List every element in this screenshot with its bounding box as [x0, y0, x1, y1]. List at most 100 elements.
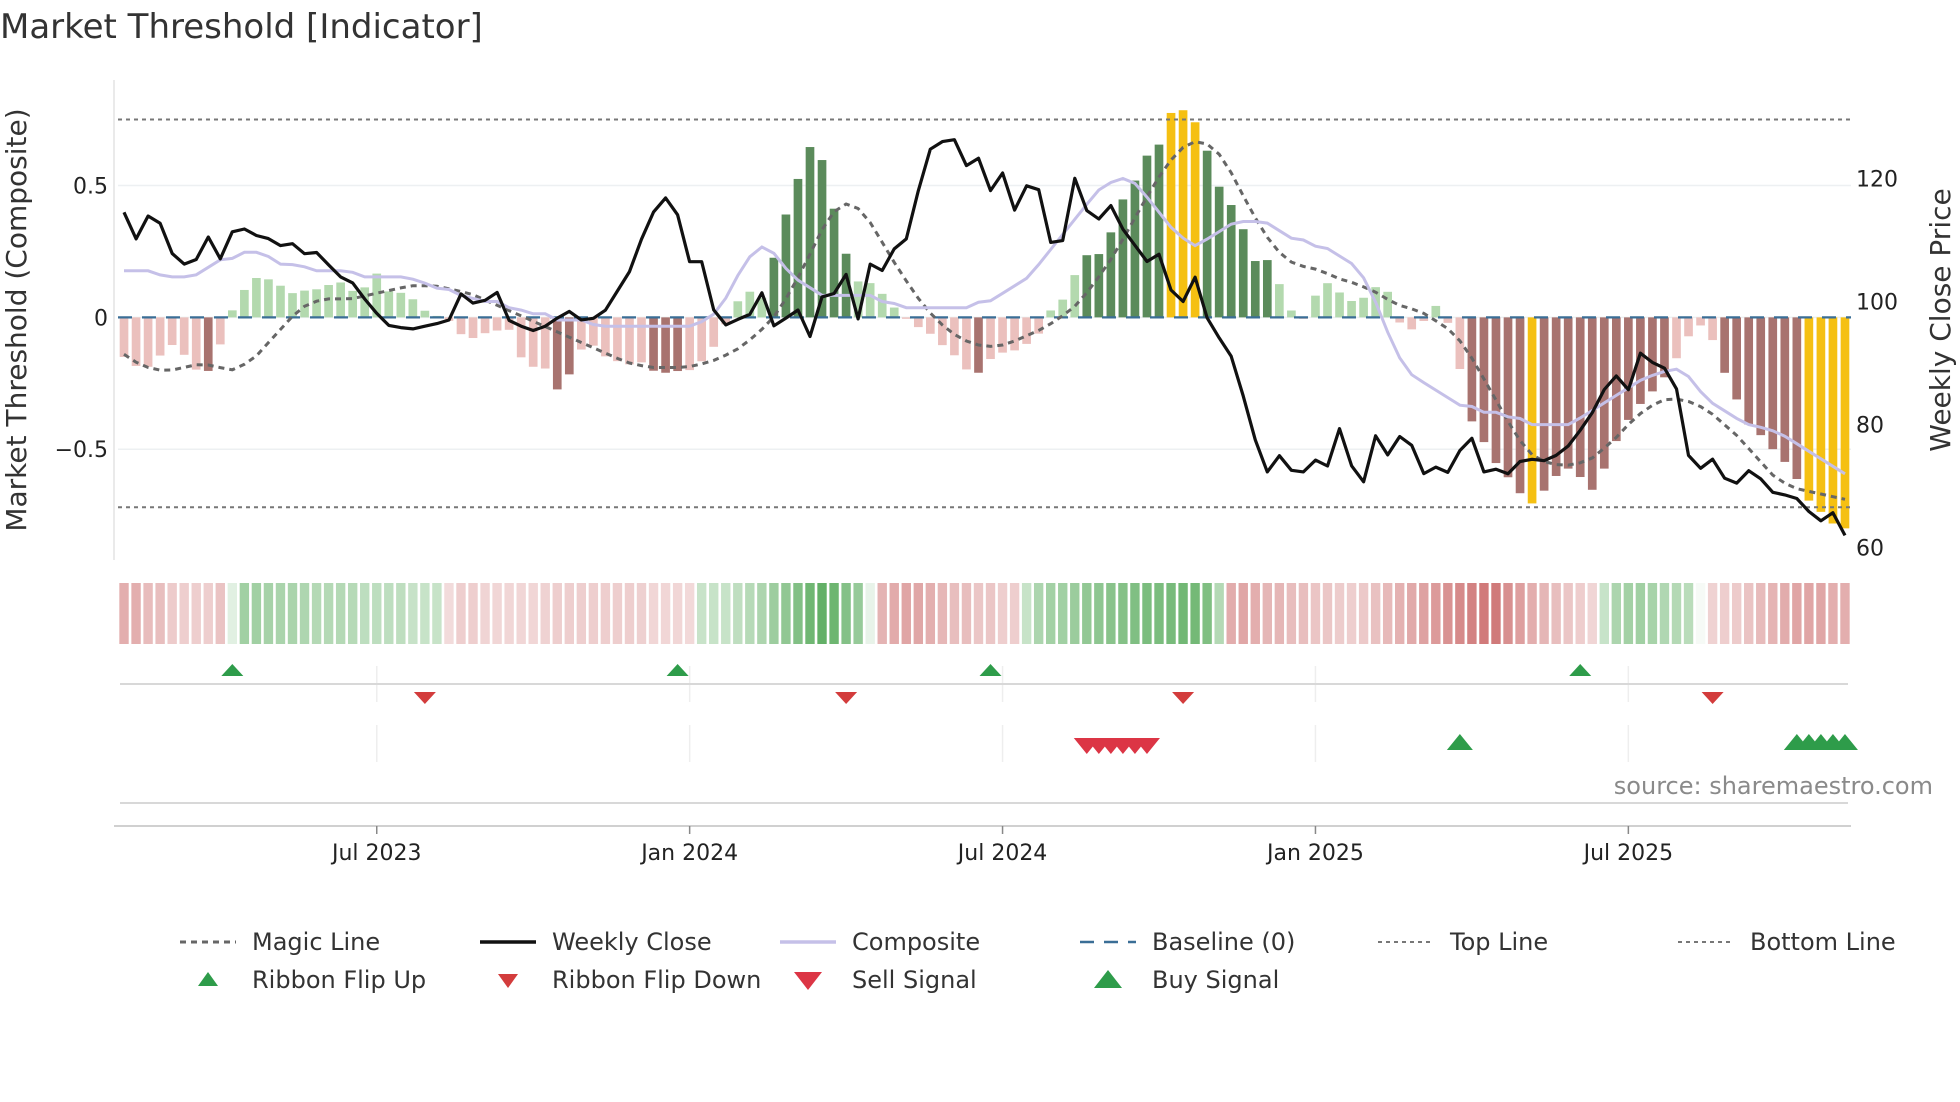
- ribbon-cell: [1154, 583, 1164, 644]
- right-tick-label: 80: [1856, 414, 1884, 439]
- ribbon-cell: [468, 583, 478, 644]
- composite-bar: [1732, 317, 1742, 400]
- ribbon-cell: [1575, 583, 1585, 644]
- legend-item: Ribbon Flip Down: [498, 966, 761, 994]
- composite-bar: [1166, 112, 1176, 318]
- composite-bar: [1708, 317, 1717, 341]
- composite-bar: [1696, 317, 1705, 326]
- right-tick-label: 120: [1856, 167, 1898, 192]
- legend-swatch: [198, 972, 218, 986]
- ribbon-cell: [1058, 583, 1068, 644]
- composite-bar: [1768, 317, 1778, 450]
- composite-bar: [962, 317, 971, 370]
- ribbon-cell: [1334, 583, 1345, 644]
- legend-label: Top Line: [1449, 928, 1548, 956]
- ribbon-cell: [973, 583, 984, 644]
- ribbon-cell: [1539, 583, 1549, 644]
- composite-bar: [577, 317, 586, 350]
- ribbon-cell: [396, 583, 406, 644]
- composite-bar: [179, 317, 189, 355]
- ribbon-cell: [1756, 583, 1766, 644]
- ribbon-cell: [552, 583, 562, 644]
- composite-bar: [1816, 317, 1826, 512]
- composite-bar: [1660, 317, 1669, 378]
- ribbon-cell: [1045, 583, 1056, 644]
- ribbon-cell: [1804, 583, 1814, 644]
- ribbon-cell: [239, 583, 250, 644]
- composite-bar: [1287, 310, 1296, 318]
- ribbon-cell: [1455, 583, 1465, 644]
- composite-bar: [131, 317, 141, 366]
- composite-bar: [721, 317, 731, 325]
- composite-bar: [492, 317, 502, 331]
- composite-bar: [601, 317, 610, 357]
- ribbon-cell: [1250, 583, 1260, 644]
- composite-bar: [1407, 317, 1417, 330]
- line-layer: [118, 118, 1851, 537]
- composite-bar: [540, 317, 550, 369]
- ribbon-cell: [1033, 583, 1044, 644]
- ribbon-cell: [420, 583, 430, 644]
- composite-bar: [348, 290, 358, 318]
- composite-line: [124, 176, 1846, 476]
- ribbon-cell: [901, 583, 911, 644]
- composite-bar: [1238, 229, 1248, 318]
- legend-item: Sell Signal: [794, 966, 977, 994]
- ribbon-cell: [408, 583, 418, 644]
- composite-bar: [901, 317, 911, 319]
- legend-label: Baseline (0): [1152, 928, 1295, 956]
- composite-bar: [805, 147, 815, 318]
- weekly-close-line: [122, 138, 1847, 537]
- legend-label: Ribbon Flip Up: [252, 966, 426, 994]
- composite-bar: [288, 293, 297, 318]
- ribbon-cell: [817, 583, 827, 644]
- composite-bar: [1094, 254, 1104, 318]
- ribbon-cell: [1599, 583, 1609, 644]
- composite-bar: [841, 253, 851, 318]
- ribbon-cell: [1840, 583, 1850, 644]
- composite-bar: [697, 317, 707, 362]
- ribbon-cell: [1515, 583, 1525, 644]
- ribbon-cell: [1479, 583, 1489, 644]
- ribbon-cell: [769, 583, 779, 644]
- ribbon-cell: [1214, 583, 1224, 644]
- ribbon-cell: [1431, 583, 1441, 644]
- composite-bar: [504, 317, 514, 330]
- right-tick-label: 100: [1856, 291, 1898, 316]
- composite-bar: [1539, 317, 1549, 491]
- ribbon-cell: [1094, 583, 1104, 644]
- ribbon-cell: [167, 583, 177, 644]
- composite-bar: [1178, 110, 1188, 318]
- composite-bar: [191, 317, 201, 370]
- right-axis-label: Weekly Close Price: [1924, 188, 1957, 451]
- legend-item: Top Line: [1378, 928, 1548, 956]
- legend-swatch: [1094, 970, 1122, 988]
- ribbon-cell: [1238, 583, 1248, 644]
- x-tick-label: Jan 2025: [1265, 841, 1364, 866]
- ribbon-cell: [251, 583, 262, 644]
- composite-bar: [372, 273, 382, 318]
- composite-bar: [1022, 317, 1031, 344]
- composite-bar: [1756, 317, 1766, 436]
- ribbon-cell: [1395, 583, 1405, 644]
- composite-bar: [1383, 291, 1392, 318]
- composite-bar: [1527, 317, 1537, 504]
- composite-bar: [1672, 317, 1681, 359]
- composite-bar: [817, 160, 827, 318]
- ribbon-cell: [540, 583, 550, 644]
- ribbon-cell: [143, 583, 153, 644]
- ribbon-cell: [937, 583, 948, 644]
- composite-bar: [276, 285, 285, 318]
- ribbon-cell: [1623, 583, 1634, 644]
- composite-bar: [998, 317, 1007, 353]
- composite-bar: [1311, 295, 1320, 318]
- legend-label: Weekly Close: [552, 928, 712, 956]
- composite-bar: [252, 278, 261, 318]
- axis-layer: 0.5 0 −0.5 120 100 80 60: [55, 80, 1898, 562]
- ribbon-cell: [203, 583, 213, 644]
- ribbon-cell: [1346, 583, 1357, 644]
- composite-bar: [1082, 255, 1092, 318]
- legend-item: Bottom Line: [1678, 928, 1896, 956]
- composite-bar: [853, 281, 863, 318]
